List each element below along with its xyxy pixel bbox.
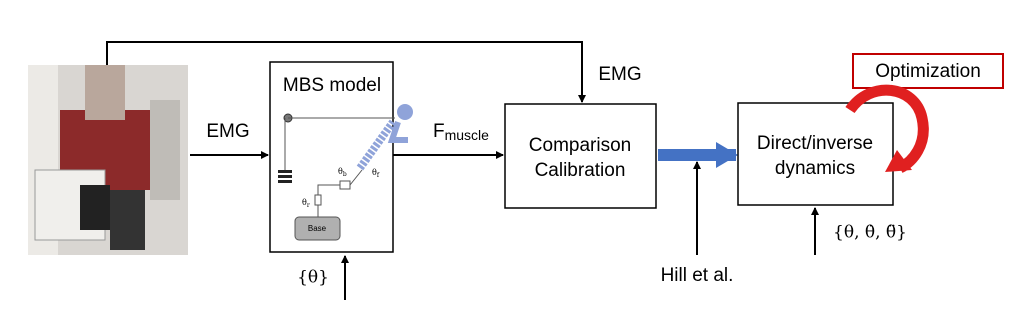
optimization-box <box>852 53 1004 89</box>
subject-photo <box>28 65 188 255</box>
input-label: {θ, θ̇, θ̈} <box>833 223 907 243</box>
joint-label: θb <box>338 167 347 178</box>
mbs-sketch <box>278 104 413 241</box>
box-text: Calibration <box>535 160 626 181</box>
input-label: Hill et al. <box>661 265 734 286</box>
box-text: Optimization <box>875 61 981 82</box>
box-text: Direct/inverse <box>757 133 873 154</box>
box-title: MBS model <box>283 75 381 96</box>
box-text: dynamics <box>775 158 855 179</box>
optimization-loop <box>845 84 929 173</box>
edge-label: EMG <box>206 121 249 142</box>
base-label: Base <box>308 224 327 233</box>
comparison-box <box>504 103 657 209</box>
box-text: Comparison <box>529 135 631 156</box>
edge-label: Fmuscle <box>433 121 489 143</box>
arrow <box>106 41 586 103</box>
dynamics-box <box>737 102 894 206</box>
edge-label: EMG <box>598 64 641 85</box>
joint-label: θr <box>302 198 310 209</box>
input-label: {θ} <box>297 268 329 288</box>
joint-label: θf <box>372 168 380 179</box>
